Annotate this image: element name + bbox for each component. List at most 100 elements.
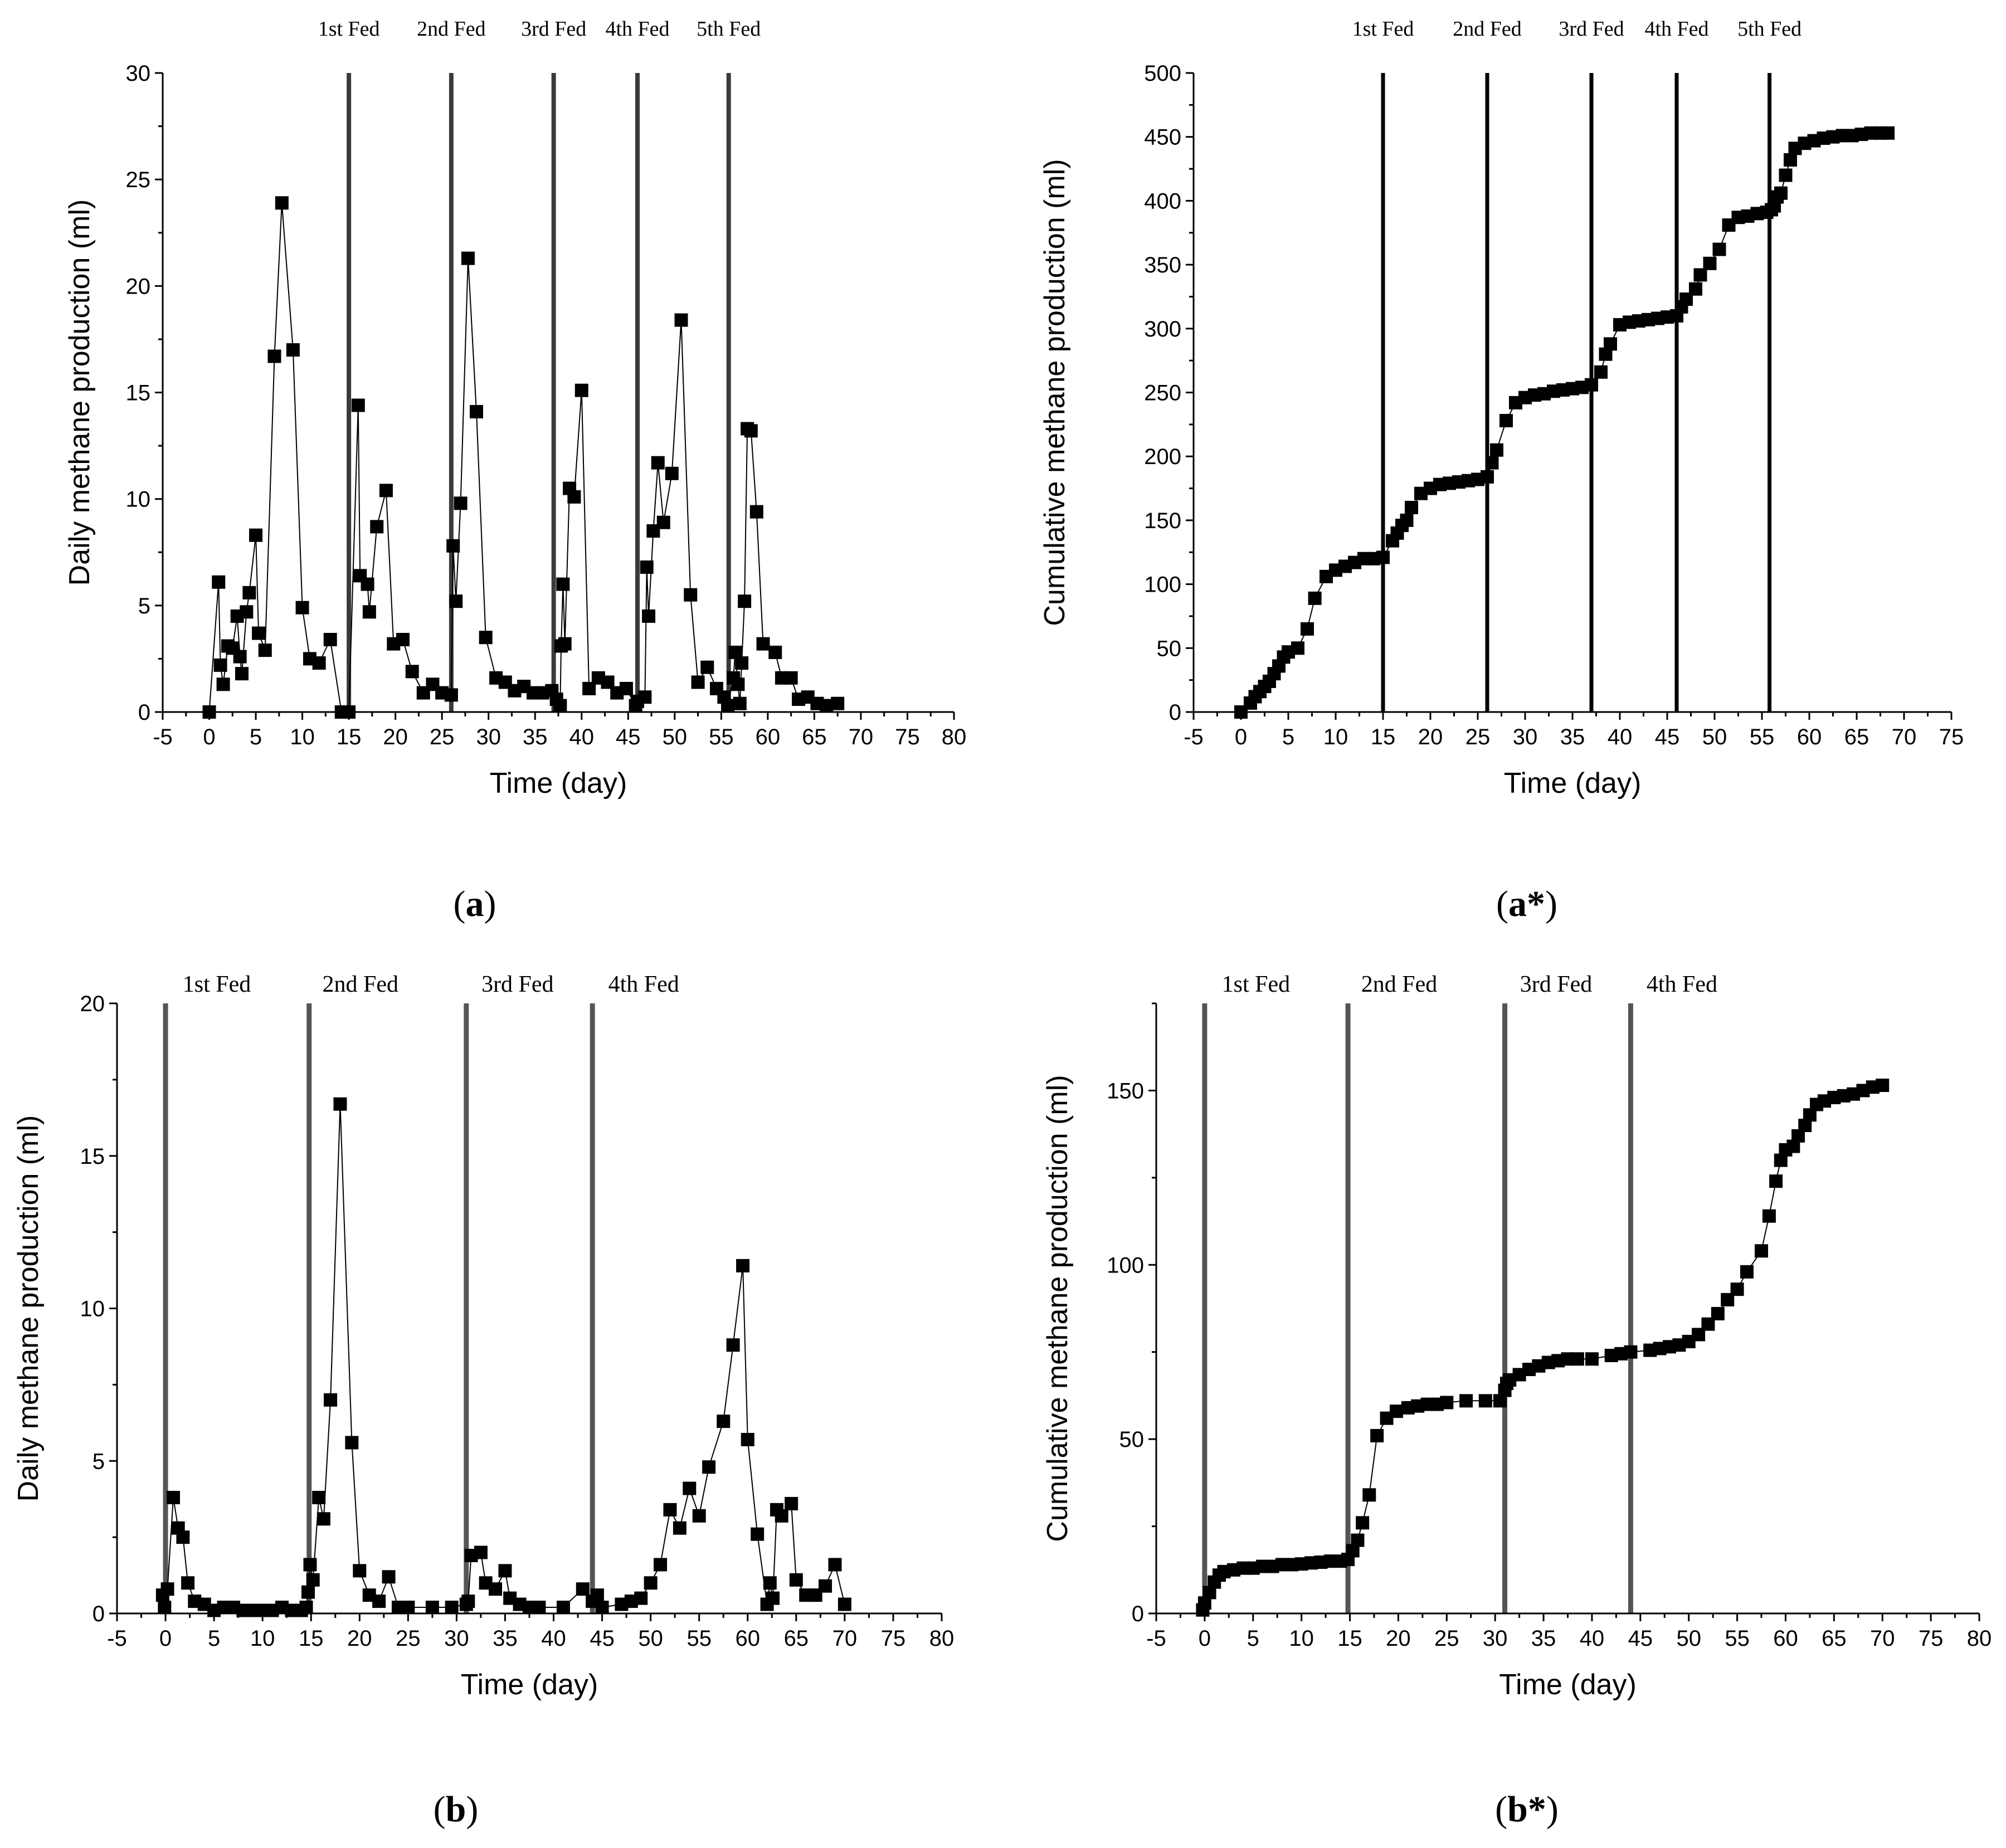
panel-label-b: (b)	[433, 1789, 479, 1830]
x-tick-label: 10	[290, 725, 315, 749]
data-point	[469, 404, 483, 418]
data-point	[454, 496, 468, 510]
panel-label-b-star: (b*)	[1495, 1789, 1559, 1830]
x-tick-label: 10	[1289, 1626, 1314, 1651]
data-point	[233, 650, 247, 664]
data-point	[249, 528, 263, 542]
data-point	[619, 681, 633, 695]
x-tick-label: -5	[153, 725, 173, 749]
data-point	[1389, 1405, 1403, 1418]
x-tick-label: 75	[1919, 1626, 1944, 1651]
x-tick-label: 40	[541, 1626, 566, 1651]
data-point	[324, 1393, 338, 1407]
data-point	[275, 196, 289, 210]
x-tick-label: 40	[1580, 1626, 1605, 1651]
y-tick-label: 20	[80, 992, 105, 1016]
data-point	[160, 1582, 174, 1596]
data-point	[342, 705, 356, 719]
y-axis-title: Daily methane production (ml)	[64, 199, 96, 586]
y-tick-label: 10	[80, 1297, 105, 1322]
data-point	[1730, 1283, 1744, 1296]
data-point	[726, 1338, 740, 1352]
data-point	[553, 699, 567, 713]
data-point	[213, 658, 227, 672]
y-tick-label: 0	[1132, 1602, 1144, 1626]
y-tick-label: 150	[1144, 509, 1181, 533]
data-point	[766, 1591, 780, 1605]
x-tick-label: 20	[1386, 1626, 1411, 1651]
data-point	[181, 1576, 195, 1590]
x-tick-label: 45	[1628, 1626, 1653, 1651]
y-tick-label: 50	[1157, 636, 1182, 661]
data-point	[665, 466, 679, 480]
data-point	[1784, 153, 1797, 167]
feed-label: 4th Fed	[1647, 972, 1717, 997]
data-point	[461, 1595, 475, 1608]
x-tick-label: 55	[1725, 1626, 1750, 1651]
y-tick-label: 200	[1144, 445, 1181, 469]
data-point	[372, 1595, 386, 1608]
feed-label: 4th Fed	[605, 17, 669, 41]
x-tick-label: 65	[1844, 725, 1869, 749]
data-point	[1740, 1265, 1754, 1279]
y-tick-label: 150	[1107, 1079, 1144, 1103]
data-point	[240, 605, 254, 619]
data-point	[362, 605, 376, 619]
data-point	[736, 1259, 750, 1272]
feed-label: 5th Fed	[697, 17, 761, 41]
data-point	[733, 696, 747, 710]
x-tick-label: 50	[1702, 725, 1727, 749]
data-point	[738, 594, 752, 608]
data-point	[1400, 513, 1414, 527]
data-point	[1440, 1396, 1454, 1410]
x-tick-label: 35	[1531, 1626, 1556, 1651]
data-point	[235, 667, 249, 681]
data-point	[741, 1432, 754, 1446]
data-point	[556, 1601, 570, 1615]
data-point	[1594, 365, 1608, 379]
data-point	[1774, 186, 1788, 200]
data-point	[744, 424, 758, 438]
data-point	[295, 601, 309, 615]
x-axis-title: Time (day)	[461, 1669, 598, 1701]
y-tick-label: 10	[126, 487, 151, 512]
data-point	[1485, 456, 1499, 470]
x-tick-label: 30	[1513, 725, 1538, 749]
x-tick-label: 30	[1483, 1626, 1508, 1651]
x-tick-label: 50	[1676, 1626, 1701, 1651]
data-point	[1301, 622, 1314, 636]
y-tick-label: 0	[1169, 700, 1181, 725]
data-point	[1376, 550, 1390, 564]
x-tick-label: 10	[250, 1626, 275, 1651]
y-tick-label: 15	[80, 1144, 105, 1169]
data-point	[299, 1601, 313, 1615]
data-point	[425, 1601, 439, 1615]
data-point	[303, 1558, 317, 1572]
data-point	[166, 1490, 180, 1504]
y-tick-label: 0	[92, 1602, 105, 1626]
x-tick-label: 20	[1418, 725, 1443, 749]
x-tick-label: 70	[849, 725, 874, 749]
x-tick-label: -5	[107, 1626, 127, 1651]
data-point	[1876, 1079, 1890, 1093]
data-point	[312, 656, 326, 670]
feed-label: 4th Fed	[608, 972, 679, 997]
data-point	[820, 699, 834, 713]
feed-label: 2nd Fed	[323, 972, 399, 997]
x-tick-label: 45	[1655, 725, 1680, 749]
x-tick-label: 25	[396, 1626, 421, 1651]
x-axis-title: Time (day)	[1504, 767, 1642, 799]
data-point	[674, 313, 688, 327]
data-point	[396, 633, 410, 647]
x-tick-label: 60	[736, 1626, 761, 1651]
y-tick-label: 20	[126, 274, 151, 299]
data-point	[532, 1601, 546, 1615]
y-tick-label: 25	[126, 168, 151, 192]
data-point	[353, 1564, 367, 1578]
data-point	[444, 688, 458, 702]
data-point	[640, 560, 654, 574]
x-tick-label: 50	[638, 1626, 663, 1651]
feed-label: 1st Fed	[1222, 972, 1291, 997]
feed-label: 3rd Fed	[1559, 17, 1624, 41]
data-point	[361, 577, 374, 591]
